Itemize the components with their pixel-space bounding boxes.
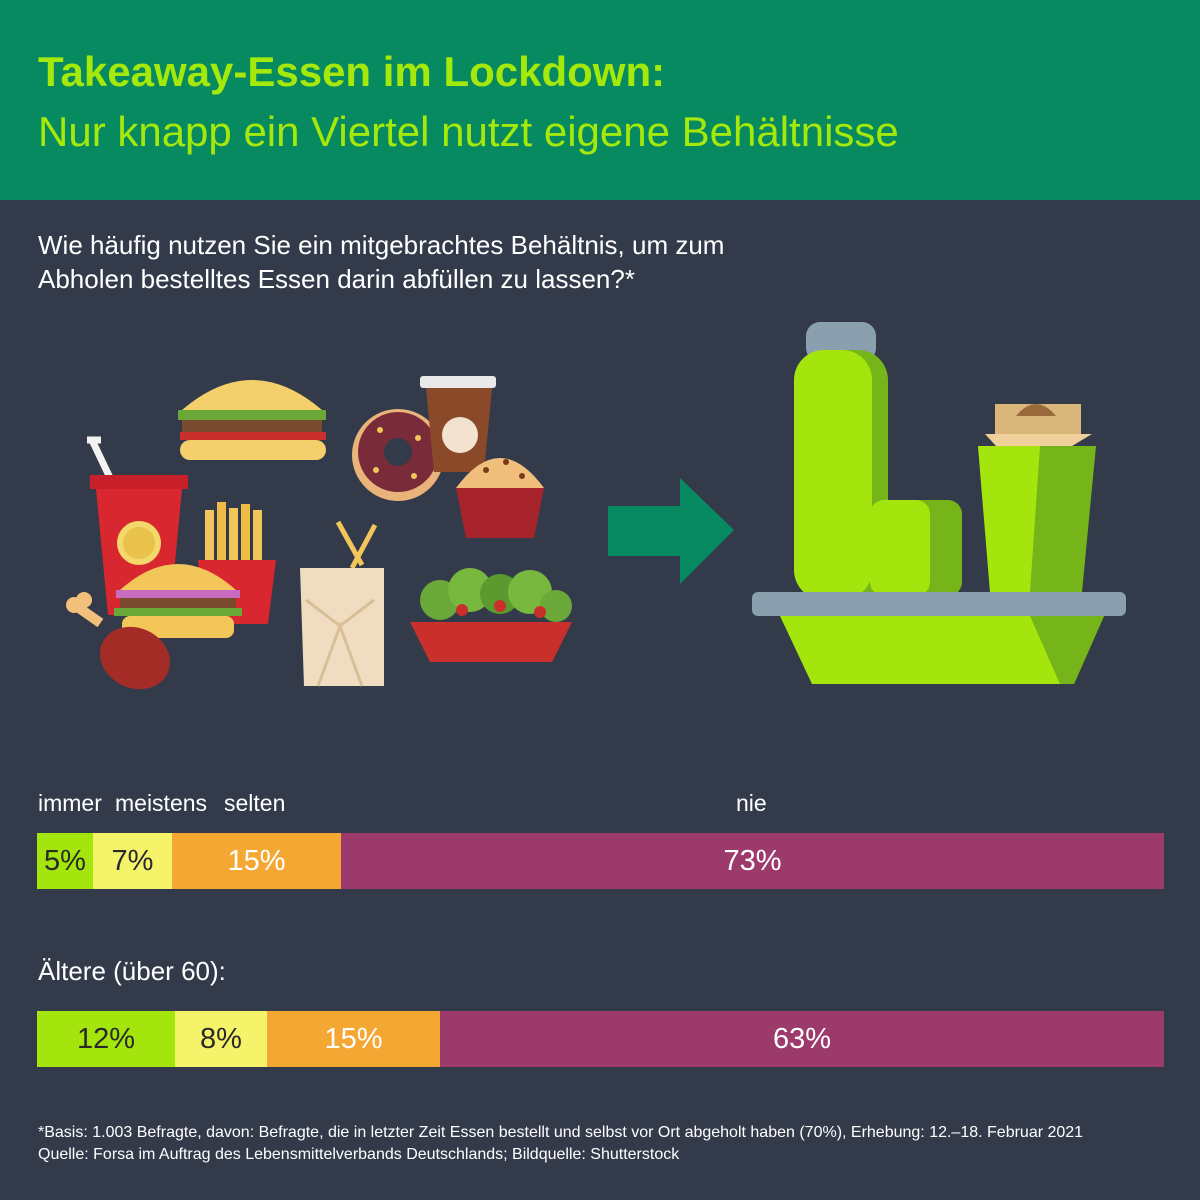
bar-segment-meistens: 7% bbox=[93, 833, 172, 889]
footnote-basis: *Basis: 1.003 Befragte, davon: Befragte,… bbox=[38, 1124, 1084, 1141]
stacked-bar-aeltere: 12% 8% 15% 63% bbox=[37, 1011, 1164, 1067]
data-label: 7% bbox=[111, 844, 154, 877]
bar-segment-nie: 73% bbox=[341, 833, 1164, 889]
data-label: 5% bbox=[44, 844, 86, 877]
donut-icon bbox=[352, 409, 444, 501]
lunchbox-icon bbox=[870, 500, 962, 596]
takeout-box-icon bbox=[300, 520, 384, 687]
bar-segment-selten: 15% bbox=[172, 833, 341, 889]
burger-icon bbox=[114, 564, 242, 638]
tray-icon bbox=[752, 592, 1126, 684]
footnote-quelle: Quelle: Forsa im Auftrag des Lebensmitte… bbox=[38, 1146, 680, 1163]
data-label: 15% bbox=[324, 1022, 383, 1055]
data-label: 15% bbox=[227, 844, 286, 877]
survey-question: Wie häufig nutzen Sie ein mitgebrachtes … bbox=[38, 230, 725, 294]
salad-icon bbox=[410, 568, 572, 662]
chicken-leg-icon bbox=[66, 592, 171, 690]
coffee-cup-icon bbox=[420, 376, 496, 472]
data-label: 63% bbox=[772, 1022, 832, 1055]
series-label-aeltere: Ältere (über 60): bbox=[38, 956, 226, 986]
bar-segment-selten: 15% bbox=[267, 1011, 440, 1067]
page-title: Takeaway-Essen im Lockdown: bbox=[38, 48, 666, 95]
reusable-cup-icon bbox=[978, 404, 1096, 592]
thermos-icon bbox=[794, 322, 888, 600]
legend-label-nie: nie bbox=[736, 790, 767, 816]
stacked-bar-all: 5% 7% 15% 73% bbox=[37, 833, 1164, 889]
bar-segment-immer: 5% bbox=[37, 833, 93, 889]
legend-label-selten: selten bbox=[224, 790, 286, 816]
arrow-right-icon bbox=[608, 478, 734, 584]
bar-segment-nie: 63% bbox=[440, 1011, 1164, 1067]
data-label: 12% bbox=[76, 1022, 136, 1055]
sandwich-icon bbox=[178, 380, 326, 460]
legend-label-immer: immer bbox=[38, 790, 102, 816]
muffin-icon bbox=[456, 458, 544, 538]
page-subtitle: Nur knapp ein Viertel nutzt eigene Behäl… bbox=[38, 108, 899, 155]
header-banner: Takeaway-Essen im Lockdown: Nur knapp ei… bbox=[0, 0, 1200, 200]
bar-segment-meistens: 8% bbox=[175, 1011, 267, 1067]
illustration bbox=[66, 322, 1126, 690]
bar-segment-immer: 12% bbox=[37, 1011, 175, 1067]
data-label: 8% bbox=[200, 1022, 242, 1055]
data-label: 73% bbox=[723, 844, 782, 877]
legend-label-meistens: meistens bbox=[115, 790, 208, 816]
